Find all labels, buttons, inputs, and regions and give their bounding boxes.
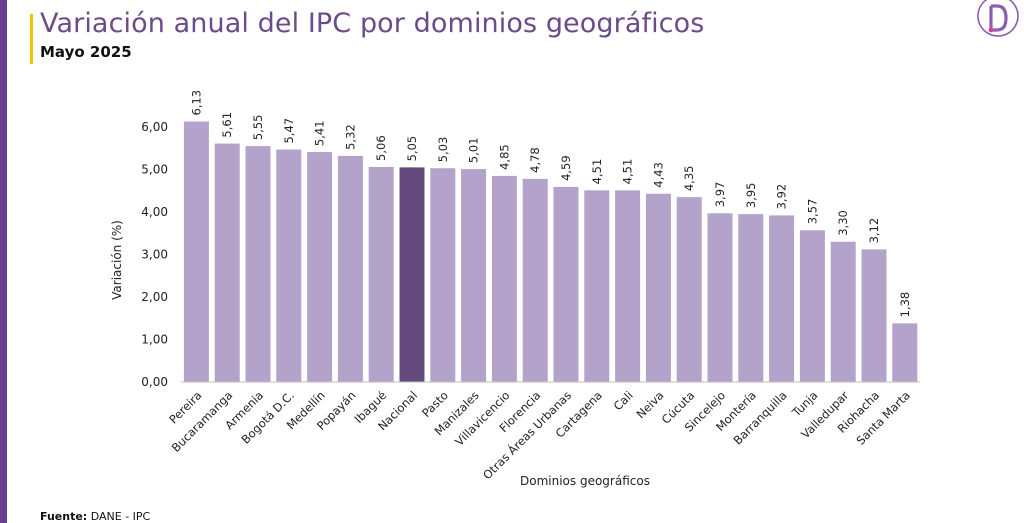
bar-riohacha xyxy=(861,249,887,382)
y-axis: 0,00 1,00 2,00 3,00 4,00 5,00 6,00 xyxy=(141,120,168,389)
y-tick-label: 2,00 xyxy=(141,290,168,304)
bar-chart: 0,00 1,00 2,00 3,00 4,00 5,00 6,00 6,13 5,61 5,5… xyxy=(110,90,920,488)
data-label: 5,01 xyxy=(467,137,481,163)
data-label: 3,12 xyxy=(867,218,881,244)
data-label: 4,35 xyxy=(682,166,696,192)
y-tick-label: 6,00 xyxy=(141,120,168,134)
bar-otras-areas-urbanas xyxy=(553,186,579,382)
bar-neiva xyxy=(645,193,671,382)
chart-subtitle: Mayo 2025 xyxy=(40,43,132,61)
bar-cartagena xyxy=(584,190,610,382)
y-tick-label: 0,00 xyxy=(141,375,168,389)
data-label: 1,38 xyxy=(898,292,912,318)
data-label: 4,85 xyxy=(497,144,511,170)
bar-santa-marta xyxy=(892,323,918,382)
data-labels: 6,13 5,61 5,55 5,47 5,41 5,32 5,06 5,05 5,03 5,01… xyxy=(189,90,911,317)
y-tick-label: 5,00 xyxy=(141,163,168,177)
data-label: 5,32 xyxy=(343,124,357,150)
bar-manizales xyxy=(461,169,487,382)
data-label: 6,13 xyxy=(189,90,203,116)
bar-armenia xyxy=(245,146,271,382)
data-label: 4,51 xyxy=(621,159,635,185)
data-label: 3,95 xyxy=(744,183,758,209)
source-label: Fuente: xyxy=(40,510,88,523)
bar-cali xyxy=(615,190,641,382)
bar-cucuta xyxy=(676,197,702,382)
data-label: 5,05 xyxy=(405,136,419,162)
bars xyxy=(183,121,918,382)
x-category-label: Cali xyxy=(611,388,636,413)
bar-valledupar xyxy=(830,241,856,382)
data-label: 5,61 xyxy=(220,112,234,138)
data-label: 3,57 xyxy=(805,199,819,225)
bar-medellin xyxy=(307,152,333,382)
data-label: 5,47 xyxy=(282,118,296,144)
bar-pereira xyxy=(183,121,209,382)
data-label: 5,06 xyxy=(374,135,388,161)
y-tick-label: 3,00 xyxy=(141,248,168,262)
data-label: 5,55 xyxy=(251,115,265,141)
bar-pasto xyxy=(430,168,456,382)
logo-d-icon xyxy=(977,0,1019,37)
title-accent-bar xyxy=(30,14,33,64)
data-label: 3,97 xyxy=(713,182,727,208)
bar-barranquilla xyxy=(769,215,795,382)
data-label: 4,51 xyxy=(590,159,604,185)
x-axis-title: Dominios geográficos xyxy=(520,474,650,488)
data-label: 4,59 xyxy=(559,155,573,181)
chart-title: Variación anual del IPC por dominios geo… xyxy=(40,8,705,39)
y-axis-title: Variación (%) xyxy=(110,220,124,300)
bar-monteria xyxy=(738,214,764,382)
source-value: DANE - IPC xyxy=(90,510,151,523)
left-brand-strip xyxy=(0,0,7,523)
bar-villavicencio xyxy=(491,175,517,382)
data-label: 4,43 xyxy=(651,162,665,188)
data-label: 3,92 xyxy=(775,184,789,210)
bar-nacional xyxy=(399,167,425,382)
data-label: 5,41 xyxy=(313,120,327,146)
source-note: Fuente: DANE - IPC xyxy=(40,510,150,523)
bar-sincelejo xyxy=(707,213,733,382)
data-label: 5,03 xyxy=(436,137,450,163)
data-label: 3,30 xyxy=(836,210,850,236)
data-label: 4,78 xyxy=(528,147,542,173)
bar-popayan xyxy=(337,155,363,382)
bar-florencia xyxy=(522,178,548,382)
bar-tunja xyxy=(799,230,825,382)
y-tick-label: 1,00 xyxy=(141,333,168,347)
bar-ibague xyxy=(368,166,394,382)
bar-bucaramanga xyxy=(214,143,240,382)
bar-bogota-d-c- xyxy=(276,149,302,382)
y-tick-label: 4,00 xyxy=(141,205,168,219)
